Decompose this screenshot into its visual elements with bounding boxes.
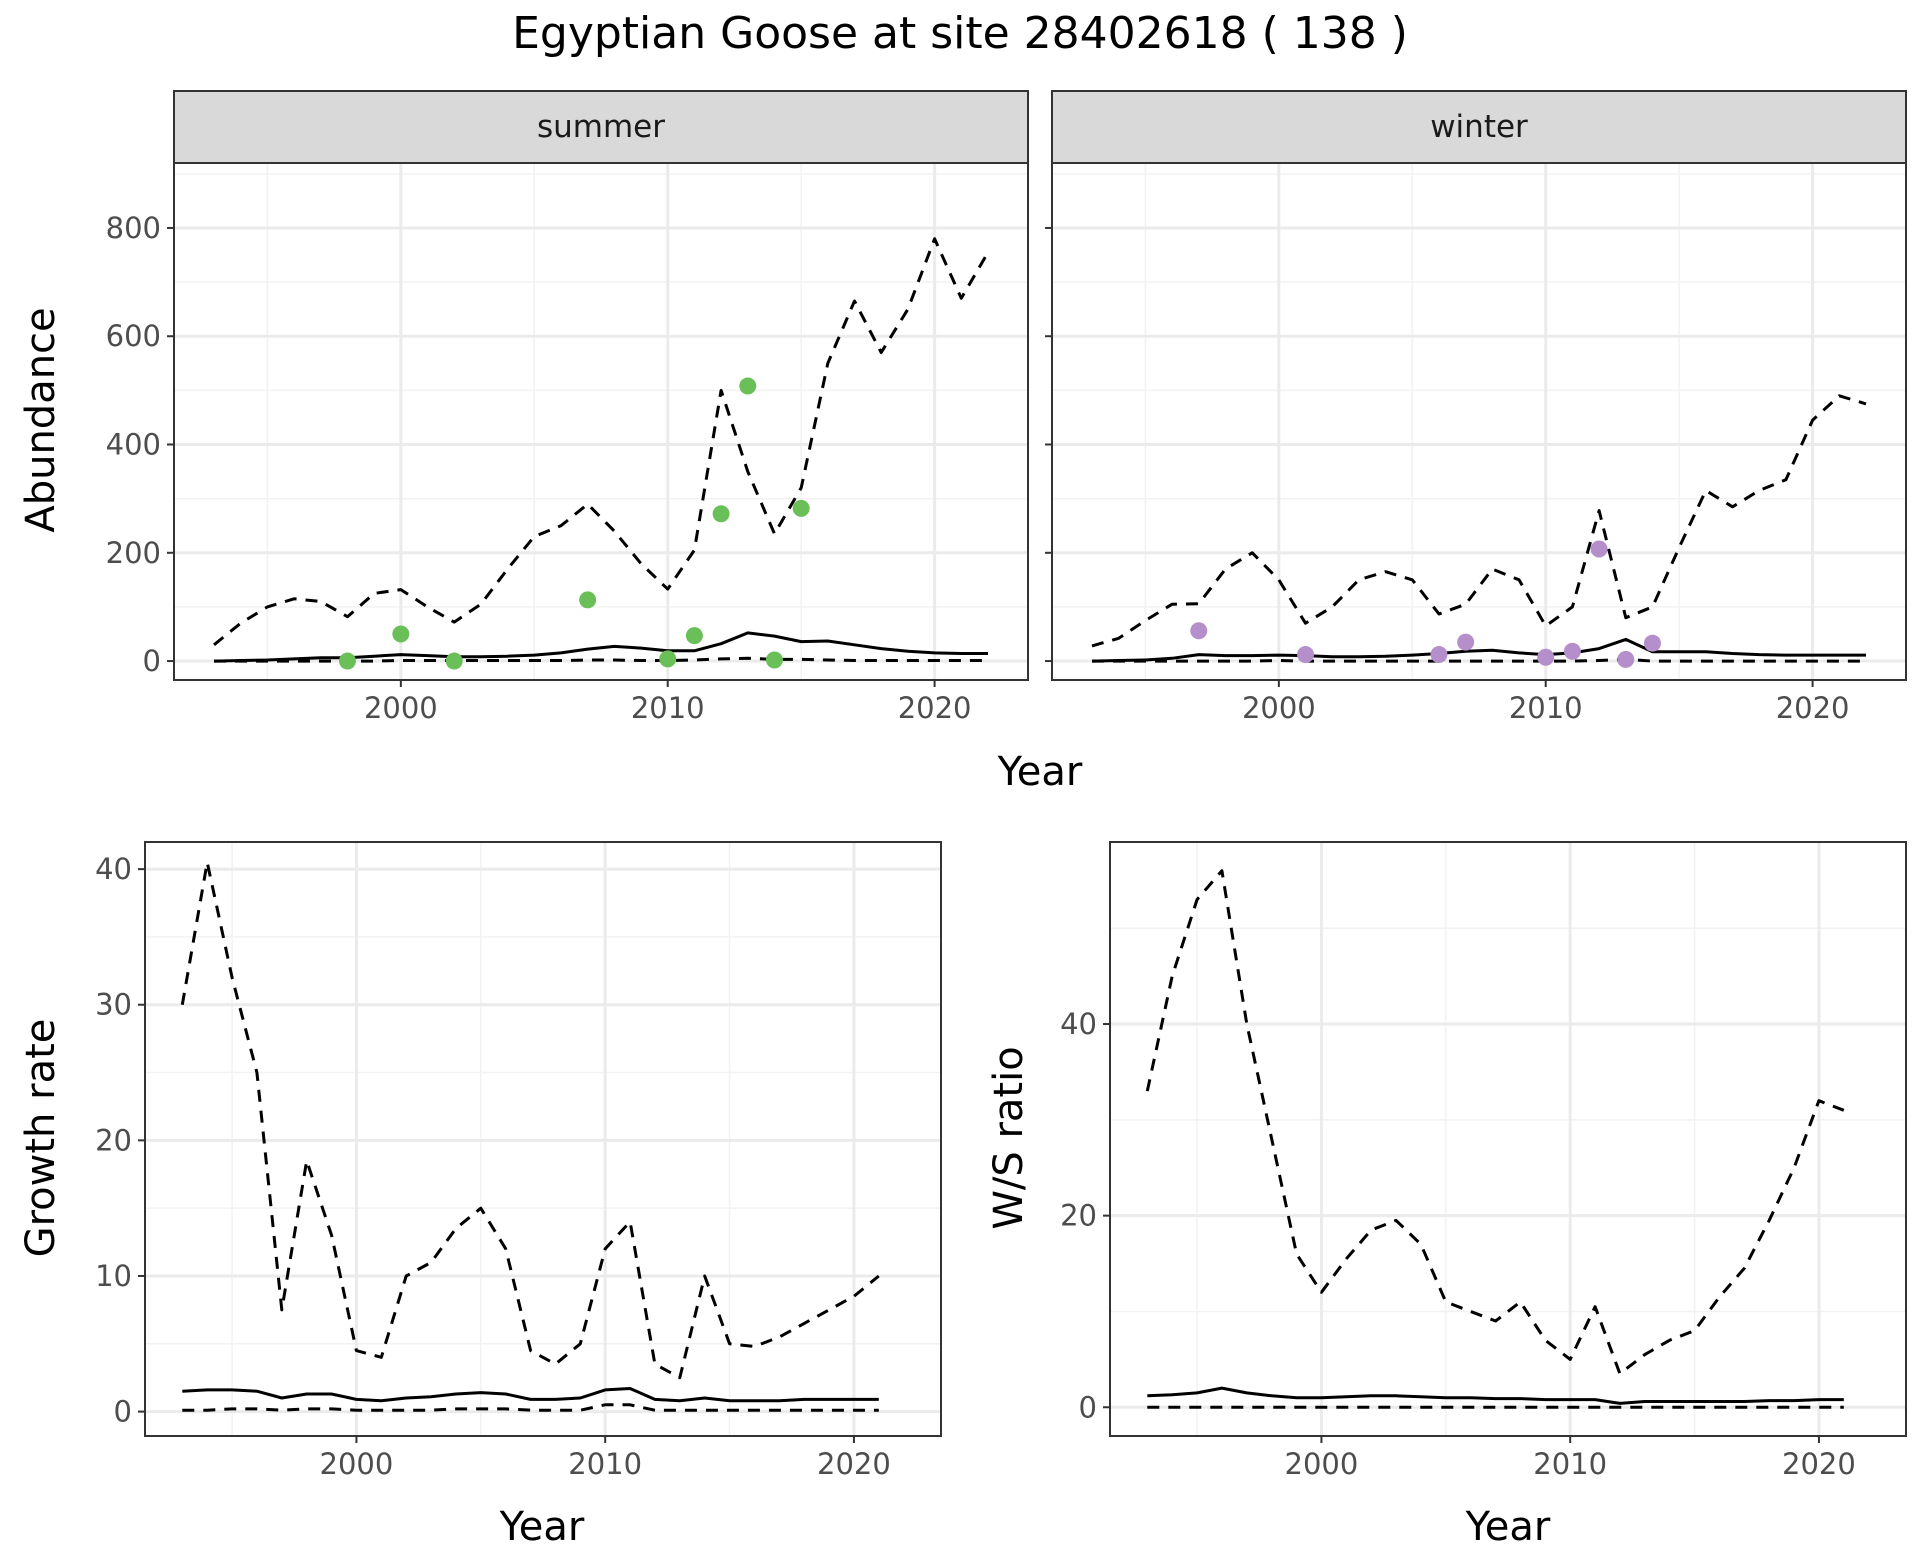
panel-border — [1109, 841, 1907, 1437]
x-tick-label: 2010 — [1509, 691, 1583, 725]
panel-ws-ratio: 2000 2010 2020 0 20 40 — [1060, 841, 1907, 1481]
panel-abundance-winter: 2000 2010 2020 winter — [1045, 90, 1907, 725]
abundance-x-axis-label: Year — [997, 749, 1083, 795]
x-tick-label: 2000 — [1285, 1447, 1359, 1481]
ratio-x-axis-label: Year — [1465, 1504, 1551, 1550]
x-tick-label: 2010 — [568, 1447, 642, 1481]
x-tick-label: 2020 — [898, 691, 972, 725]
observed-count-point — [712, 505, 730, 523]
facet-strip — [1051, 90, 1907, 164]
observed-count-point — [685, 627, 703, 645]
growth-x-axis-label: Year — [499, 1504, 585, 1550]
observed-count-point — [1617, 650, 1635, 668]
y-tick-label: 0 — [143, 644, 161, 678]
growth-y-axis-label: Growth rate — [18, 1019, 64, 1258]
median-line — [182, 1387, 879, 1403]
panel-abundance-summer: 2000 2010 2020 0 200 400 600 800 summer — [106, 90, 1029, 725]
observed-count-point — [739, 377, 757, 395]
median-line — [1091, 637, 1866, 663]
observed-count-point — [1190, 622, 1208, 640]
facet-strip — [173, 90, 1029, 164]
panel-border — [144, 841, 942, 1437]
median-line — [1147, 1386, 1844, 1405]
y-tick-label: 600 — [106, 319, 161, 353]
y-tick-label: 20 — [95, 1123, 132, 1157]
plot-area — [1052, 163, 1906, 680]
x-tick-label: 2020 — [1776, 691, 1850, 725]
upper-bound-line — [1145, 869, 1845, 1376]
observed-count-point — [392, 625, 410, 643]
observed-count-point — [659, 650, 677, 668]
observed-count-point — [1457, 633, 1475, 651]
observed-count-point — [579, 591, 597, 609]
y-tick-label: 200 — [106, 536, 161, 570]
y-tick-label: 0 — [114, 1395, 132, 1429]
observed-count-point — [1563, 642, 1581, 660]
x-tick-label: 2020 — [817, 1447, 891, 1481]
upper-bound-line — [180, 860, 880, 1380]
observed-count-point — [1643, 634, 1661, 652]
chart-title: Egyptian Goose at site 28402618 ( 138 ) — [512, 8, 1408, 59]
observed-count-point — [338, 652, 356, 670]
x-tick-label: 2010 — [1533, 1447, 1607, 1481]
observed-count-point — [765, 651, 783, 669]
y-tick-label: 40 — [1060, 1007, 1097, 1041]
observed-count-point — [792, 499, 810, 517]
x-tick-label: 2000 — [320, 1447, 394, 1481]
panel-growth-rate: 2000 2010 2020 0 10 20 30 40 — [95, 841, 942, 1481]
observed-count-point — [1537, 648, 1555, 666]
x-tick-label: 2010 — [631, 691, 705, 725]
y-tick-label: 10 — [95, 1259, 132, 1293]
x-tick-label: 2000 — [364, 691, 438, 725]
plot-area — [1110, 842, 1906, 1436]
facet-strip-label: summer — [537, 109, 665, 145]
abundance-y-axis-label: Abundance — [18, 307, 64, 532]
y-tick-label: 40 — [95, 852, 132, 886]
x-tick-label: 2020 — [1782, 1447, 1856, 1481]
ratio-y-axis-label: W/S ratio — [986, 1046, 1032, 1229]
observed-count-point — [445, 652, 463, 670]
x-tick-label: 2000 — [1242, 691, 1316, 725]
lower-bound-line — [182, 1403, 879, 1412]
y-tick-label: 20 — [1060, 1199, 1097, 1233]
y-tick-label: 800 — [106, 211, 161, 245]
y-tick-label: 30 — [95, 988, 132, 1022]
y-tick-label: 400 — [106, 428, 161, 462]
upper-bound-line — [1091, 394, 1867, 648]
plot-area — [174, 163, 1028, 680]
observed-count-point — [1590, 540, 1608, 558]
facet-strip-label: winter — [1430, 109, 1528, 145]
observed-count-point — [1430, 646, 1448, 664]
lower-bound-line — [1092, 657, 1866, 663]
observed-count-point — [1297, 646, 1315, 664]
y-tick-label: 0 — [1079, 1390, 1097, 1424]
